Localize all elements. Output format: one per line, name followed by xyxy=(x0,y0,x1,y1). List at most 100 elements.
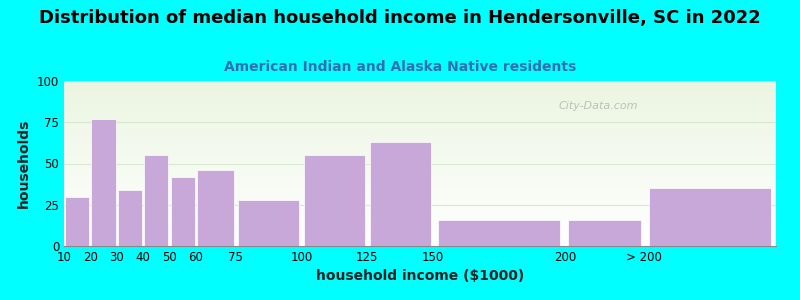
Bar xyxy=(64,200,776,202)
Bar xyxy=(64,144,776,145)
Text: American Indian and Alaska Native residents: American Indian and Alaska Native reside… xyxy=(224,60,576,74)
Bar xyxy=(91,119,116,246)
Bar xyxy=(64,168,776,170)
Bar xyxy=(64,228,776,230)
Bar xyxy=(64,165,776,167)
Bar xyxy=(64,89,776,91)
Bar xyxy=(64,244,776,246)
Bar xyxy=(64,98,776,99)
Bar xyxy=(64,223,776,224)
Bar xyxy=(64,224,776,226)
Bar xyxy=(64,177,776,178)
Bar xyxy=(64,155,776,157)
Bar xyxy=(64,124,776,125)
Bar xyxy=(64,178,776,180)
Bar xyxy=(64,195,776,196)
Bar xyxy=(64,196,776,198)
Bar xyxy=(64,125,776,127)
Bar xyxy=(64,203,776,205)
Bar xyxy=(64,129,776,130)
Bar xyxy=(64,220,776,221)
Bar xyxy=(198,170,234,246)
Bar xyxy=(238,200,298,246)
Bar xyxy=(64,182,776,183)
Bar xyxy=(64,148,776,150)
Bar xyxy=(64,137,776,139)
Bar xyxy=(64,150,776,152)
Bar xyxy=(64,91,776,92)
Bar xyxy=(370,142,430,246)
Bar xyxy=(64,238,776,239)
Bar xyxy=(64,183,776,185)
Bar xyxy=(64,162,776,164)
Bar xyxy=(64,206,776,208)
Bar xyxy=(64,132,776,134)
Bar xyxy=(64,160,776,162)
Bar xyxy=(64,134,776,135)
Bar xyxy=(64,152,776,154)
Bar xyxy=(64,172,776,173)
Bar xyxy=(64,226,776,228)
Bar xyxy=(64,92,776,94)
Bar xyxy=(64,130,776,132)
Bar xyxy=(64,88,776,89)
Bar xyxy=(64,117,776,119)
Bar xyxy=(64,213,776,215)
Bar xyxy=(64,121,776,122)
Bar xyxy=(64,241,776,243)
Bar xyxy=(64,208,776,210)
Bar xyxy=(64,94,776,96)
Bar xyxy=(64,167,776,168)
Bar xyxy=(64,198,776,200)
Bar xyxy=(65,196,90,246)
Bar xyxy=(64,147,776,148)
Text: City-Data.com: City-Data.com xyxy=(558,101,638,111)
Bar xyxy=(64,109,776,111)
Bar xyxy=(64,104,776,106)
Bar xyxy=(144,155,169,246)
Bar xyxy=(64,107,776,109)
Bar xyxy=(64,188,776,190)
Bar xyxy=(64,99,776,101)
Bar xyxy=(64,230,776,231)
Bar xyxy=(64,86,776,88)
Bar xyxy=(64,193,776,195)
Bar xyxy=(64,164,776,165)
Bar xyxy=(64,175,776,177)
Bar xyxy=(64,84,776,86)
Bar xyxy=(64,157,776,158)
Bar xyxy=(64,112,776,114)
Bar xyxy=(64,180,776,182)
Bar xyxy=(64,101,776,102)
Bar xyxy=(64,231,776,233)
Bar xyxy=(170,177,194,246)
Bar xyxy=(64,145,776,147)
Bar xyxy=(64,215,776,216)
Bar xyxy=(64,140,776,142)
Bar xyxy=(64,239,776,241)
Bar xyxy=(64,81,776,82)
Bar xyxy=(64,102,776,104)
Bar xyxy=(64,191,776,193)
Bar xyxy=(64,82,776,84)
Bar xyxy=(64,154,776,155)
Bar xyxy=(64,243,776,244)
Bar xyxy=(64,116,776,117)
Bar xyxy=(64,135,776,137)
Bar xyxy=(64,127,776,129)
Bar xyxy=(304,155,365,246)
Bar xyxy=(64,114,776,116)
Bar xyxy=(64,187,776,188)
Y-axis label: households: households xyxy=(18,119,31,208)
Text: Distribution of median household income in Hendersonville, SC in 2022: Distribution of median household income … xyxy=(39,9,761,27)
Bar xyxy=(64,233,776,235)
Bar xyxy=(118,190,142,246)
Bar xyxy=(438,220,560,246)
Bar xyxy=(64,111,776,112)
Bar xyxy=(64,158,776,160)
Bar xyxy=(64,96,776,98)
Bar xyxy=(64,106,776,107)
Bar xyxy=(64,185,776,187)
Bar xyxy=(64,218,776,220)
Bar xyxy=(64,122,776,124)
